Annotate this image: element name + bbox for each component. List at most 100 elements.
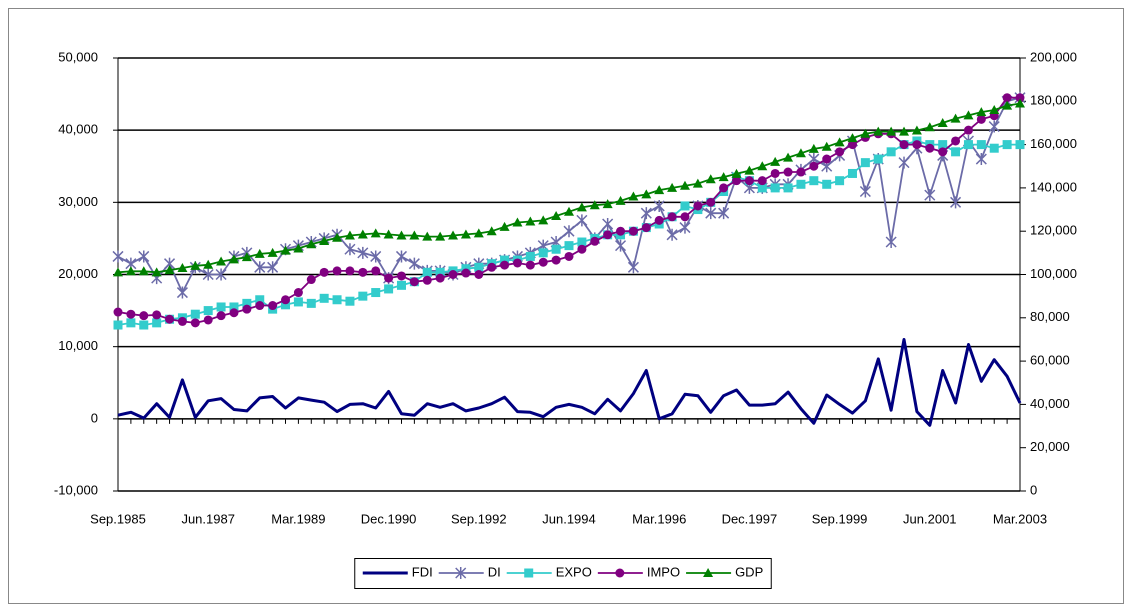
marker [113, 267, 123, 277]
marker [847, 168, 857, 178]
x-tick-label: Dec.1990 [361, 511, 417, 526]
marker [435, 267, 445, 277]
marker [641, 189, 652, 199]
marker [112, 250, 124, 263]
marker [847, 133, 858, 143]
marker [615, 568, 625, 578]
marker [267, 261, 279, 274]
marker [332, 295, 342, 305]
marker [229, 308, 239, 318]
marker [254, 248, 265, 258]
marker [822, 179, 832, 189]
y-tick-label: 40,000 [58, 122, 98, 137]
x-tick-label: Dec.1997 [722, 511, 778, 526]
marker [951, 136, 961, 146]
marker [835, 176, 845, 186]
marker [525, 251, 535, 261]
marker [809, 176, 819, 186]
marker [203, 315, 213, 325]
marker [293, 288, 303, 298]
y2-tick-label: 180,000 [1030, 93, 1077, 108]
marker [371, 288, 381, 298]
marker [938, 140, 948, 150]
marker [551, 244, 561, 254]
marker [435, 273, 445, 283]
marker [602, 217, 614, 230]
marker [989, 104, 1000, 114]
marker [809, 161, 819, 171]
marker [976, 140, 986, 150]
marker [950, 113, 961, 123]
marker [732, 176, 742, 186]
marker [512, 258, 522, 268]
marker [718, 207, 730, 220]
marker [796, 179, 806, 189]
marker [474, 270, 484, 279]
marker [886, 147, 896, 157]
marker [293, 297, 303, 307]
marker [680, 212, 690, 222]
marker [551, 255, 561, 265]
marker [396, 230, 407, 240]
marker [770, 168, 780, 178]
marker [1015, 93, 1025, 103]
marker [1015, 98, 1025, 108]
marker [455, 567, 467, 579]
legend-label: GDP [735, 564, 763, 579]
marker [950, 196, 962, 209]
marker [370, 228, 381, 238]
marker [190, 318, 200, 328]
marker [937, 117, 948, 127]
legend-label: DI [488, 564, 501, 579]
y2-tick-label: 100,000 [1030, 266, 1077, 281]
marker [680, 201, 690, 211]
marker [975, 153, 987, 166]
marker [422, 231, 433, 241]
marker [616, 226, 626, 236]
marker [731, 168, 742, 178]
marker [795, 148, 806, 158]
marker [524, 568, 534, 578]
marker [396, 271, 406, 281]
marker [319, 293, 329, 303]
marker [358, 267, 368, 277]
marker [306, 298, 316, 308]
marker [254, 261, 266, 274]
marker [306, 275, 316, 285]
marker [615, 239, 627, 252]
x-tick-label: Jun.2001 [903, 511, 957, 526]
marker [860, 158, 870, 168]
marker [113, 320, 123, 330]
marker [976, 107, 987, 117]
marker [474, 262, 484, 272]
marker [152, 318, 162, 328]
marker [603, 230, 613, 240]
marker [654, 185, 665, 195]
marker [1002, 93, 1012, 103]
marker [255, 301, 265, 311]
marker [783, 183, 793, 193]
marker [267, 247, 278, 257]
marker [1002, 100, 1013, 110]
marker [666, 228, 678, 241]
marker [460, 229, 471, 239]
marker [215, 268, 227, 281]
marker [525, 260, 535, 270]
marker [589, 200, 600, 210]
marker [924, 122, 935, 132]
marker [473, 228, 484, 238]
x-tick-label: Sep.1992 [451, 511, 507, 526]
marker [989, 143, 999, 153]
marker [590, 236, 600, 246]
marker [448, 230, 459, 240]
marker [938, 147, 948, 157]
marker [719, 183, 729, 193]
marker [564, 206, 574, 216]
marker [705, 207, 717, 220]
y2-tick-label: 120,000 [1030, 223, 1077, 238]
marker [190, 260, 201, 270]
marker [487, 262, 497, 272]
marker [615, 195, 626, 205]
marker [139, 311, 149, 321]
